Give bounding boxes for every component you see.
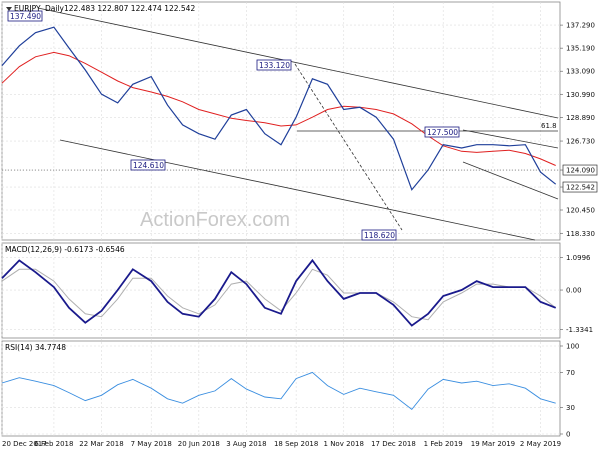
macd-line — [1, 258, 557, 327]
rsi-line — [1, 371, 556, 411]
date-tick-label: 22 Mar 2018 — [79, 440, 123, 448]
header-ohlc: 122.483 122.807 122.474 122.542 — [64, 4, 195, 13]
upper-channel-line — [37, 7, 559, 119]
rsi-series-layer — [1, 371, 556, 411]
tick-label: 70 — [566, 369, 575, 377]
tick-label: 128.890 — [566, 114, 595, 122]
tick-label: 124.090 — [566, 167, 595, 175]
price-line — [1, 26, 557, 191]
callout-low-1: 124.610 — [130, 159, 166, 171]
date-tick-label: 20 Jun 2018 — [178, 440, 220, 448]
tick-label: 133.090 — [566, 68, 595, 76]
rsi-title: RSI(14) 34.7748 — [5, 343, 66, 352]
wedge-upper-line — [462, 129, 559, 149]
watermark: ActionForex.com — [140, 209, 290, 231]
tick-label: 135.190 — [566, 45, 595, 53]
callout-text-high-3: 127.500 — [427, 128, 458, 137]
price-series-layer — [1, 26, 560, 191]
tick-label: -1.3341 — [566, 326, 593, 334]
header-symbol: EURJPY — [14, 4, 41, 13]
date-tick-label: 1 Feb 2019 — [424, 440, 463, 448]
tick-label: 0.00 — [566, 287, 582, 295]
sma-line — [1, 51, 556, 166]
date-tick-label: 19 Mar 2019 — [471, 440, 515, 448]
macd-title: MACD(12,26,9) -0.6173 -0.6546 — [5, 245, 125, 254]
callout-text-low-1: 124.610 — [133, 161, 164, 170]
header-timeframe: Daily — [45, 4, 65, 13]
callout-high-1: 137.490 — [7, 10, 43, 22]
wedge-lower-line — [462, 161, 559, 200]
macd-axis: 1.0996 0.00 -1.3341 — [560, 254, 593, 334]
date-tick-label: 7 May 2018 — [131, 440, 172, 448]
macd-series-layer — [1, 258, 557, 327]
chart-header: EURJPY Daily 122.483 122.807 122.474 122… — [6, 4, 195, 13]
callout-low-2: 118.620 — [361, 229, 397, 241]
macd-panel-frame — [1, 242, 561, 339]
callout-text-high-1: 137.490 — [10, 12, 41, 21]
rsi-panel-frame — [1, 340, 561, 437]
tick-label-box — [562, 164, 598, 176]
tick-label: 126.730 — [566, 138, 595, 146]
tick-label: 1.0996 — [566, 254, 591, 262]
tick-label: 130.990 — [566, 91, 595, 99]
callout-high-2: 133.120 — [256, 59, 292, 71]
tick-label: 30 — [566, 404, 575, 412]
tick-label: 0 — [566, 431, 570, 439]
lower-channel-line — [59, 139, 536, 241]
price-callouts: 137.490 133.120 124.610 127.500 118.620 … — [7, 10, 557, 241]
price-panel-frame — [1, 1, 561, 241]
tick-label-box — [562, 181, 598, 193]
date-tick-label: 1 Nov 2018 — [324, 440, 364, 448]
dashed-decline-line — [294, 63, 403, 231]
date-tick-label: 18 Sep 2018 — [274, 440, 318, 448]
callout-text-high-2: 133.120 — [259, 61, 290, 70]
price-axis: 137.290 135.190 133.090 130.990 128.890 126.7… — [560, 22, 598, 238]
tick-label: 100 — [566, 343, 579, 351]
date-tick-label: 3 Aug 2018 — [226, 440, 266, 448]
tick-label: 118.330 — [566, 230, 595, 238]
rsi-axis: 100 70 30 0 — [560, 343, 579, 439]
chevron-down-icon[interactable] — [6, 7, 12, 11]
tick-label: 120.450 — [566, 207, 595, 215]
date-tick-label: 6 Feb 2018 — [34, 440, 73, 448]
callout-text-low-2: 118.620 — [364, 231, 395, 240]
date-tick-label: 2 May 2019 — [520, 440, 561, 448]
grid-layer — [1, 2, 560, 436]
date-tick-label: 17 Dec 2018 — [371, 440, 416, 448]
callout-high-3: 127.500 — [424, 126, 460, 138]
date-tick-label: 20 Dec 2017 — [2, 440, 47, 448]
tick-label: 137.290 — [566, 22, 595, 30]
trend-lines — [37, 7, 559, 241]
tick-label: 122.542 — [566, 184, 595, 192]
fib-level-label: 61.8 — [541, 122, 557, 130]
